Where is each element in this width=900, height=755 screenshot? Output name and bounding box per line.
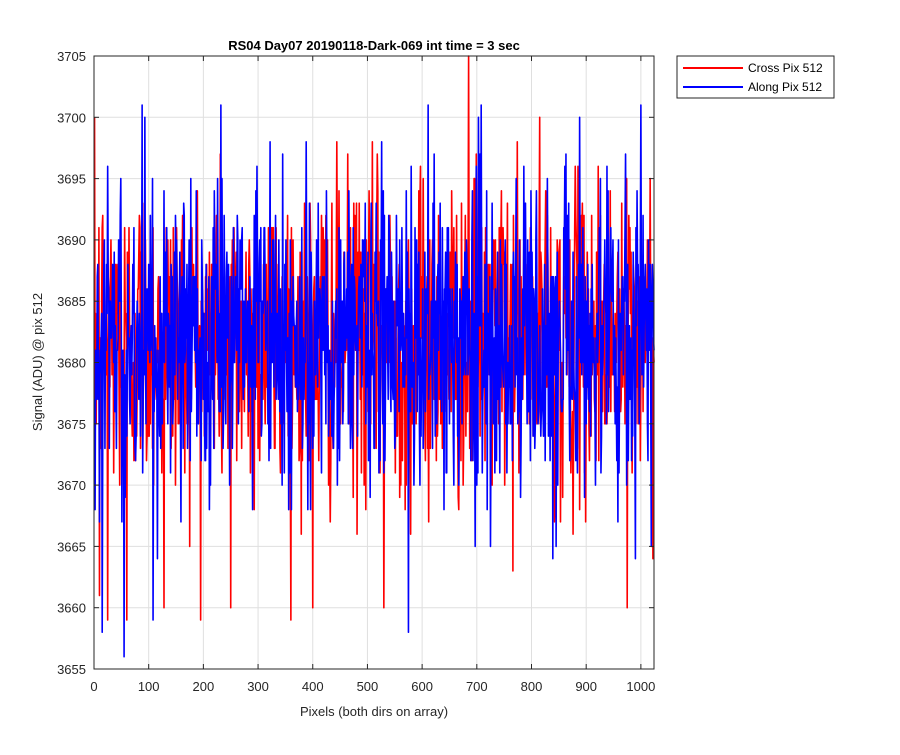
legend-box [676,55,835,99]
y-tick-label: 3660 [57,601,86,616]
x-tick-label: 1000 [626,679,655,694]
chart-title: RS04 Day07 20190118-Dark-069 int time = … [228,38,520,53]
data-layer [93,55,655,658]
x-tick-label: 800 [521,679,543,694]
x-tick-label: 400 [302,679,324,694]
series-line-along-pix-512 [93,104,655,658]
legend-label-cross: Cross Pix 512 [748,61,823,75]
y-tick-label: 3680 [57,356,86,371]
legend: Cross Pix 512 Along Pix 512 [676,55,835,99]
tick-layer: 0 100 200 300 400 500 600 700 800 900 1000 3655 3660… [57,49,655,694]
x-tick-label: 600 [411,679,433,694]
y-tick-label: 3665 [57,539,86,554]
x-tick-label: 200 [193,679,215,694]
y-tick-label: 3685 [57,294,86,309]
legend-label-along: Along Pix 512 [748,80,822,94]
x-tick-label: 700 [466,679,488,694]
x-tick-label: 0 [90,679,97,694]
y-tick-label: 3695 [57,172,86,187]
x-tick-label: 500 [357,679,379,694]
x-tick-label: 900 [575,679,597,694]
y-tick-label: 3670 [57,478,86,493]
x-axis-label: Pixels (both dirs on array) [300,704,448,719]
y-tick-label: 3655 [57,662,86,677]
x-tick-label: 100 [138,679,160,694]
y-tick-label: 3705 [57,49,86,64]
y-axis-label: Signal (ADU) @ pix 512 [30,293,45,431]
y-tick-label: 3690 [57,233,86,248]
y-tick-label: 3700 [57,110,86,125]
x-tick-label: 300 [247,679,269,694]
y-tick-label: 3675 [57,417,86,432]
